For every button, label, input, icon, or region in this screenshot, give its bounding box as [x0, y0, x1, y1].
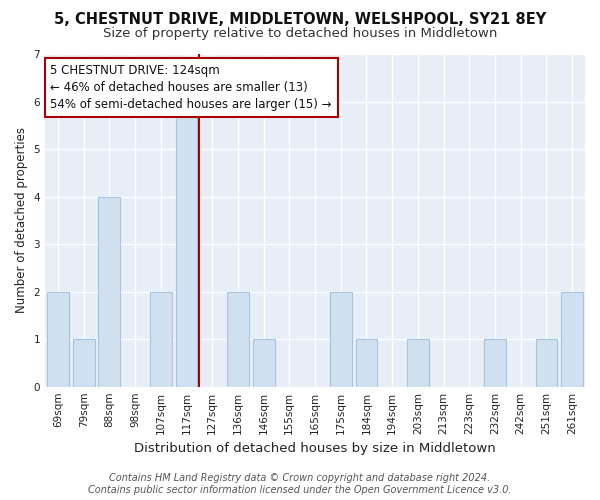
Text: Contains HM Land Registry data © Crown copyright and database right 2024.
Contai: Contains HM Land Registry data © Crown c…	[88, 474, 512, 495]
Text: 5, CHESTNUT DRIVE, MIDDLETOWN, WELSHPOOL, SY21 8EY: 5, CHESTNUT DRIVE, MIDDLETOWN, WELSHPOOL…	[54, 12, 546, 28]
Bar	[98, 196, 120, 386]
Bar	[330, 292, 352, 386]
Bar	[561, 292, 583, 386]
Bar	[356, 339, 377, 386]
Bar	[176, 102, 197, 387]
Bar	[227, 292, 249, 386]
Bar	[484, 339, 506, 386]
Bar	[253, 339, 275, 386]
Bar	[150, 292, 172, 386]
Bar	[536, 339, 557, 386]
Y-axis label: Number of detached properties: Number of detached properties	[15, 128, 28, 314]
Text: Size of property relative to detached houses in Middletown: Size of property relative to detached ho…	[103, 28, 497, 40]
X-axis label: Distribution of detached houses by size in Middletown: Distribution of detached houses by size …	[134, 442, 496, 455]
Bar	[47, 292, 69, 386]
Text: 5 CHESTNUT DRIVE: 124sqm
← 46% of detached houses are smaller (13)
54% of semi-d: 5 CHESTNUT DRIVE: 124sqm ← 46% of detach…	[50, 64, 332, 111]
Bar	[407, 339, 429, 386]
Bar	[73, 339, 95, 386]
